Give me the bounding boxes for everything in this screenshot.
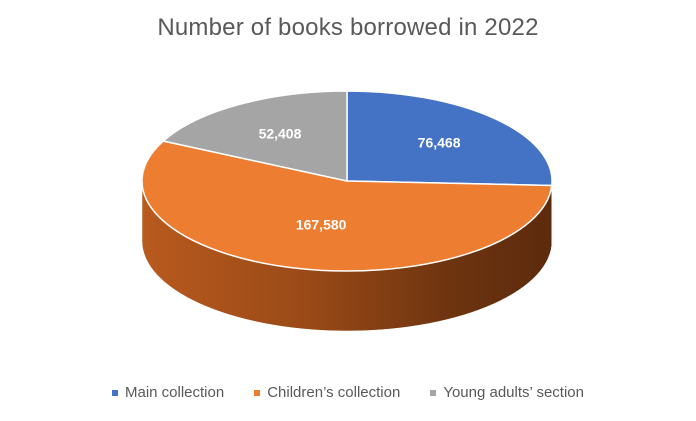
pie-slices (141, 90, 553, 272)
pie-slice-childrens-collection (141, 140, 553, 272)
legend-swatch-main-collection (111, 389, 118, 396)
data-label-main-collection: 76,468 (418, 135, 461, 151)
legend-swatch-childrens-collection (254, 389, 261, 396)
legend-swatch-young-adults-section (430, 389, 437, 396)
chart-title: Number of books borrowed in 2022 (157, 14, 539, 41)
data-label-young-adults-section: 52,408 (259, 126, 302, 142)
legend-label-childrens-collection: Children’s collection (267, 384, 401, 401)
legend-entry-childrens-collection: Children’s collection (254, 384, 400, 401)
pie-data-labels: 76,468 167,580 52,408 (259, 126, 461, 233)
pie-slice-main-collection (346, 90, 553, 187)
legend: Main collection Children’s collection Yo… (0, 384, 696, 401)
legend-entry-main-collection: Main collection (111, 384, 225, 401)
legend-entry-young-adults-section: Young adults’ section (430, 384, 584, 401)
pie-slice-young-adults-section (161, 90, 348, 182)
data-label-childrens-collection: 167,580 (296, 217, 347, 233)
legend-label-main-collection: Main collection (124, 384, 225, 401)
legend-label-young-adults-section: Young adults’ section (443, 384, 584, 401)
